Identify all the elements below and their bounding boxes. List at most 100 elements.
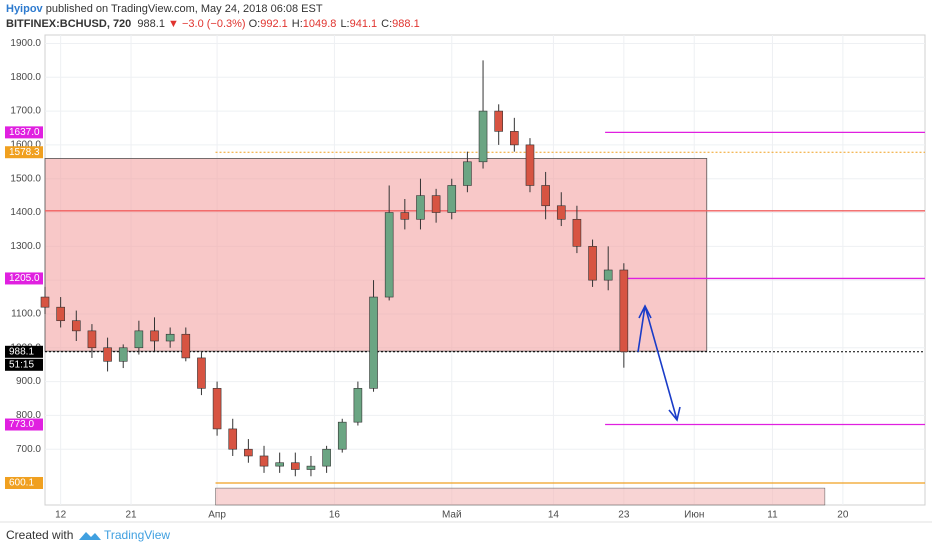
candle-body bbox=[197, 357, 206, 389]
price-badge bbox=[5, 418, 43, 431]
ohlc-label: C: bbox=[381, 18, 393, 30]
plot-frame bbox=[44, 34, 926, 506]
price-badge-label: 1205.0 bbox=[9, 273, 40, 284]
symbol-line: BITFINEX:BCHUSD, 720 988.1 ▼ −3.0 (−0.3%… bbox=[6, 18, 424, 30]
ohlc-value: 941.1 bbox=[349, 18, 378, 30]
ohlc-label: L: bbox=[340, 18, 350, 30]
candle-body bbox=[322, 448, 331, 467]
published: published on TradingView.com, May 24, 20… bbox=[45, 3, 323, 15]
change: −3.0 (−0.3%) bbox=[181, 18, 246, 30]
background-layer bbox=[44, 35, 925, 506]
candle-body bbox=[525, 144, 535, 186]
candle-body bbox=[478, 110, 488, 163]
candle-body bbox=[353, 388, 363, 423]
logo bbox=[79, 532, 101, 540]
candle-body bbox=[494, 110, 503, 132]
price-badge-label: 1637.0 bbox=[9, 127, 40, 138]
countdown: 51:15 bbox=[9, 359, 34, 370]
candle-body bbox=[510, 131, 519, 146]
candle-body bbox=[572, 218, 582, 247]
publish-line: Hyipov published on TradingView.com, May… bbox=[6, 3, 323, 15]
ohlc-label: H: bbox=[291, 18, 303, 30]
candle-body bbox=[291, 462, 300, 470]
candle-body bbox=[40, 296, 50, 308]
y-tick-label: 1200.0 bbox=[10, 275, 41, 286]
candle-body bbox=[306, 465, 316, 470]
y-tick-label: 1600.0 bbox=[10, 140, 41, 151]
footer-brand[interactable]: TradingView bbox=[104, 528, 170, 542]
candle-body bbox=[603, 269, 613, 281]
y-tick-label: 1400.0 bbox=[10, 207, 41, 218]
ohlc: O:992.1 H:1049.8 L:941.1 C:988.1 bbox=[249, 18, 424, 30]
candle-body bbox=[463, 161, 472, 186]
candle-body bbox=[369, 296, 378, 389]
candle-body bbox=[71, 320, 81, 332]
y-tick-label: 800.0 bbox=[16, 410, 41, 421]
y-tick-label: 1900.0 bbox=[10, 38, 41, 49]
candle-body bbox=[118, 347, 128, 362]
foreground-layer: 700.0 800.0 900.0 1000.0 1100.0 1200.0 1300.0 1… bbox=[5, 38, 849, 521]
candle-body bbox=[244, 448, 253, 457]
price-badge bbox=[5, 126, 43, 139]
candle-body bbox=[384, 212, 394, 298]
price-badge bbox=[5, 476, 43, 489]
candle-body bbox=[541, 185, 550, 207]
candle-body bbox=[87, 330, 97, 349]
candle-body bbox=[103, 347, 112, 362]
candle-body bbox=[447, 185, 457, 213]
candle-body bbox=[134, 330, 144, 349]
symbol: BITFINEX:BCHUSD, 720 bbox=[6, 18, 132, 30]
candle-body bbox=[228, 428, 238, 450]
candle-body bbox=[56, 306, 65, 322]
candle-body bbox=[416, 195, 425, 220]
y-tick-label: 900.0 bbox=[16, 376, 41, 387]
candle-body bbox=[181, 333, 191, 359]
author[interactable]: Hyipov bbox=[6, 3, 43, 15]
x-tick-label: 12 bbox=[55, 510, 67, 521]
x-tick-label: 11 bbox=[767, 510, 778, 521]
y-tick-label: 1800.0 bbox=[10, 72, 41, 83]
y-tick-label: 1300.0 bbox=[10, 241, 41, 252]
y-tick-label: 1000.0 bbox=[10, 342, 41, 353]
candle-body bbox=[165, 333, 175, 342]
x-tick-label: 20 bbox=[837, 510, 849, 521]
price-badge bbox=[5, 146, 43, 159]
y-tick-label: 1100.0 bbox=[11, 309, 41, 320]
ohlc-value: 992.1 bbox=[260, 18, 288, 30]
x-tick-label: Апр bbox=[208, 510, 226, 521]
price-badge-label: 1578.3 bbox=[9, 147, 40, 158]
ohlc-value: 988.1 bbox=[392, 18, 420, 30]
candle-body bbox=[619, 269, 629, 353]
last: 988.1 bbox=[137, 18, 165, 30]
countdown-badge bbox=[5, 358, 43, 371]
y-tick-label: 1500.0 bbox=[10, 173, 41, 184]
price-badge-label: 988.1 bbox=[9, 346, 34, 357]
x-tick-label: 21 bbox=[125, 510, 137, 521]
candle-body bbox=[556, 205, 566, 220]
price-badge bbox=[5, 345, 43, 358]
price-badge-label: 600.1 bbox=[9, 478, 34, 489]
candle-body bbox=[337, 421, 347, 450]
x-tick-label: 14 bbox=[548, 510, 560, 521]
x-tick-label: 16 bbox=[329, 510, 341, 521]
ohlc-value: 1049.8 bbox=[302, 18, 337, 30]
candle-body bbox=[400, 212, 410, 220]
candle-body bbox=[588, 246, 597, 281]
forecast-arrow bbox=[637, 304, 681, 422]
x-tick-label: 23 bbox=[618, 510, 630, 521]
candle-body bbox=[212, 388, 222, 430]
zone bbox=[215, 487, 826, 506]
candle-body bbox=[259, 455, 269, 467]
candle-body bbox=[431, 195, 441, 213]
y-tick-label: 1700.0 bbox=[10, 106, 41, 117]
candle-body bbox=[150, 330, 159, 342]
price-badge-label: 773.0 bbox=[9, 419, 34, 430]
footer-created: Created with bbox=[6, 528, 73, 542]
price-badge bbox=[5, 272, 43, 285]
ohlc-label: O: bbox=[248, 18, 261, 30]
y-tick-label: 700.0 bbox=[16, 444, 41, 455]
arrow: ▼ bbox=[168, 18, 179, 30]
candle-body bbox=[275, 462, 284, 467]
